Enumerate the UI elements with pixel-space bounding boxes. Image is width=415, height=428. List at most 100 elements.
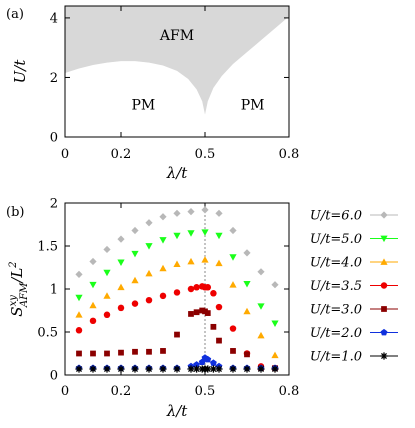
y-tick-label: 0 xyxy=(50,131,58,146)
data-point xyxy=(173,232,181,240)
legend-marker xyxy=(380,258,388,265)
data-point xyxy=(103,365,111,373)
data-point xyxy=(159,365,167,373)
data-point xyxy=(145,269,153,277)
x-tick-label: 0.2 xyxy=(111,147,132,162)
data-point xyxy=(187,208,195,216)
plot-frame xyxy=(64,5,290,138)
legend-label: U/t=5.0 xyxy=(310,232,362,247)
data-point xyxy=(173,365,181,373)
data-point xyxy=(75,365,83,373)
data-point xyxy=(201,206,209,214)
data-point xyxy=(145,219,153,227)
data-point xyxy=(76,350,82,357)
data-point xyxy=(131,250,139,258)
data-point xyxy=(187,230,195,237)
region-label: PM xyxy=(241,98,265,114)
data-point xyxy=(159,292,167,300)
data-point xyxy=(75,327,83,334)
data-point xyxy=(215,259,223,267)
data-point xyxy=(244,351,250,358)
data-point xyxy=(271,320,279,327)
legend-marker xyxy=(380,328,388,336)
data-point xyxy=(117,283,125,291)
data-point xyxy=(204,355,212,363)
data-point xyxy=(243,365,251,373)
data-point xyxy=(145,365,153,373)
data-point xyxy=(117,365,125,373)
legend-marker xyxy=(380,235,388,243)
y-tick-label: 1 xyxy=(50,283,58,298)
data-point xyxy=(215,365,223,373)
data-point xyxy=(229,281,237,288)
data-point xyxy=(215,303,223,311)
legend-label: U/t=1.0 xyxy=(310,350,362,365)
data-point xyxy=(89,365,97,373)
scatter-panel: 0 0.2 0.5 0.8 0 0.5 1 1.5 2 U/t=6.0 U/t=5.0 U/t=4.0… xyxy=(6,197,398,420)
data-point xyxy=(117,304,125,312)
plot-frame xyxy=(64,202,290,376)
y-axis-label: SxyAFM/L2 xyxy=(8,261,30,316)
data-point xyxy=(193,309,200,316)
data-point xyxy=(257,303,265,310)
data-point xyxy=(89,281,97,289)
data-point xyxy=(257,331,265,339)
data-point xyxy=(90,350,96,357)
data-point xyxy=(210,323,217,330)
data-point xyxy=(243,249,251,257)
data-point xyxy=(229,325,237,332)
data-point xyxy=(204,310,211,316)
data-point xyxy=(204,365,212,373)
data-point xyxy=(243,307,251,315)
data-point xyxy=(131,226,139,235)
data-point xyxy=(131,276,139,284)
legend-marker xyxy=(380,282,388,289)
legend-label: U/t=3.5 xyxy=(310,279,362,294)
data-point xyxy=(209,365,217,373)
x-tick-label: 0.2 xyxy=(111,384,132,399)
panel-label: (a) xyxy=(6,7,24,22)
data-point xyxy=(117,235,125,243)
data-point xyxy=(173,209,181,217)
region-label: AFM xyxy=(159,28,194,44)
y-tick-label: 2 xyxy=(50,197,58,212)
data-point xyxy=(193,284,200,291)
data-point xyxy=(201,229,209,236)
x-tick-label: 0.8 xyxy=(279,147,300,162)
data-series xyxy=(75,365,279,373)
data-point xyxy=(160,348,166,354)
data-point xyxy=(187,365,195,373)
y-tick-label: 1.5 xyxy=(37,240,58,255)
data-point xyxy=(271,351,279,359)
data-point xyxy=(257,268,265,276)
data-point xyxy=(193,361,201,368)
y-axis-label: U/t xyxy=(11,59,29,84)
data-point xyxy=(216,337,222,344)
data-point xyxy=(201,256,209,263)
data-point xyxy=(89,301,97,309)
data-point xyxy=(145,243,153,250)
data-point xyxy=(103,269,111,277)
data-point xyxy=(257,365,265,373)
data-series xyxy=(75,229,279,327)
data-point xyxy=(271,365,279,373)
data-point xyxy=(103,311,111,319)
data-point xyxy=(131,300,139,307)
panel-label: (b) xyxy=(6,205,24,220)
data-point xyxy=(229,226,237,235)
x-axis-label: λ/t xyxy=(166,164,189,182)
legend-label: U/t=3.0 xyxy=(310,303,362,318)
data-point xyxy=(75,270,83,278)
x-tick-label: 0 xyxy=(61,147,69,162)
data-point xyxy=(215,232,223,240)
data-series xyxy=(75,206,279,289)
data-point xyxy=(75,294,83,302)
data-point xyxy=(174,331,180,338)
x-tick-label: 0.5 xyxy=(195,384,216,399)
y-tick-label: 0.5 xyxy=(37,326,58,341)
data-point xyxy=(103,292,111,299)
data-point xyxy=(117,259,125,266)
data-point xyxy=(103,245,111,254)
phase-diagram-panel: 0 0.2 0.5 0.8 0 2 4 AFM PM PM (a) λ/t U/t xyxy=(6,5,300,182)
